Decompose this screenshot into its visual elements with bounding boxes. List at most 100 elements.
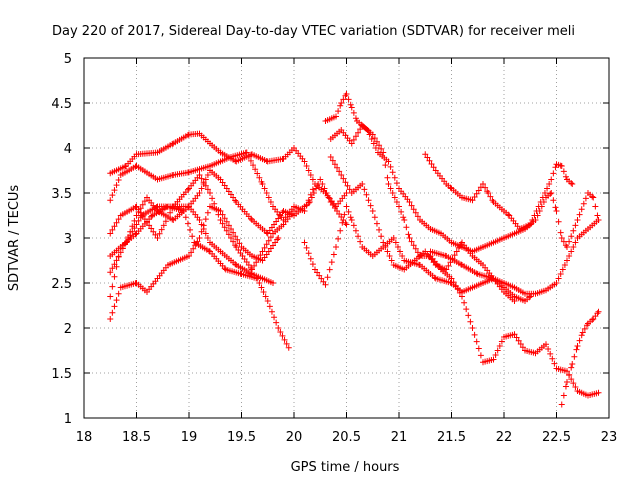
data-point xyxy=(451,252,458,259)
data-point xyxy=(496,343,503,349)
data-point xyxy=(475,345,482,352)
data-point xyxy=(469,197,476,204)
data-point xyxy=(372,145,379,151)
data-point xyxy=(223,227,230,234)
data-point xyxy=(549,355,556,362)
data-point xyxy=(548,176,555,183)
data-point xyxy=(109,283,116,290)
data-point xyxy=(338,172,345,178)
data-point xyxy=(350,222,357,229)
data-point xyxy=(184,220,191,227)
data-point xyxy=(335,235,342,242)
data-point xyxy=(355,233,362,240)
data-point xyxy=(337,102,344,109)
data-point xyxy=(336,168,343,175)
data-point xyxy=(219,220,226,227)
data-point xyxy=(328,259,335,266)
data-point xyxy=(169,141,176,148)
data-point xyxy=(359,181,366,187)
data-point xyxy=(454,286,461,293)
data-point xyxy=(109,192,116,199)
y-tick-label: 1.5 xyxy=(51,367,72,382)
data-point xyxy=(184,186,191,193)
data-point xyxy=(550,170,557,177)
data-point xyxy=(373,138,380,145)
data-point xyxy=(256,174,263,181)
data-point xyxy=(198,185,205,192)
data-point xyxy=(595,217,602,223)
data-point xyxy=(219,211,226,218)
tick-labels: 18 18.5 19 19.5 20 20.5 21 21.5 22 22.5 2311.522.5… xyxy=(51,52,617,445)
data-point xyxy=(141,198,148,205)
data-point xyxy=(543,341,549,348)
data-point xyxy=(167,209,174,216)
data-point xyxy=(115,253,122,260)
data-point xyxy=(232,233,239,240)
data-point xyxy=(580,200,587,207)
data-point xyxy=(348,217,355,223)
data-point xyxy=(221,215,228,222)
data-point xyxy=(408,238,415,245)
data-point xyxy=(113,257,120,264)
data-point xyxy=(482,184,489,191)
data-point xyxy=(447,184,454,191)
data-point xyxy=(537,199,544,205)
data-point xyxy=(204,172,211,178)
series-track-c xyxy=(107,167,350,241)
data-point xyxy=(204,186,211,193)
data-point xyxy=(590,194,597,201)
data-point xyxy=(465,312,472,319)
data-point xyxy=(275,235,282,241)
data-point xyxy=(378,233,385,240)
data-point xyxy=(368,136,375,142)
data-point xyxy=(307,191,314,198)
data-point xyxy=(202,230,209,237)
data-point xyxy=(428,161,435,168)
data-point xyxy=(401,217,408,223)
data-point xyxy=(113,263,120,270)
data-point xyxy=(380,149,387,156)
data-point xyxy=(553,208,560,214)
series-track-l xyxy=(422,151,576,232)
data-point xyxy=(357,238,364,245)
data-point xyxy=(275,325,282,331)
data-point xyxy=(314,269,321,276)
data-point xyxy=(234,236,241,243)
data-point xyxy=(573,346,580,353)
series-track-n xyxy=(558,308,602,408)
data-point xyxy=(363,191,370,198)
data-point xyxy=(473,270,480,277)
data-point xyxy=(400,214,407,221)
data-point xyxy=(389,169,396,176)
data-point xyxy=(330,251,337,258)
data-point xyxy=(589,316,596,323)
data-point xyxy=(309,176,316,183)
data-point xyxy=(369,131,376,138)
data-point xyxy=(561,262,568,268)
data-point xyxy=(348,140,355,147)
data-point xyxy=(340,175,347,182)
data-point xyxy=(186,253,192,259)
data-point xyxy=(517,341,524,348)
data-point xyxy=(111,223,118,230)
data-point xyxy=(568,248,575,255)
data-point xyxy=(547,190,554,197)
data-point xyxy=(232,261,239,268)
data-point xyxy=(158,226,165,233)
data-point xyxy=(513,334,520,341)
data-point xyxy=(574,217,581,223)
data-point xyxy=(271,314,278,321)
data-point xyxy=(113,182,120,189)
data-point xyxy=(135,208,142,215)
data-point xyxy=(385,158,392,165)
data-point xyxy=(566,253,573,259)
data-point xyxy=(572,239,579,246)
data-point xyxy=(188,249,195,256)
data-point xyxy=(426,157,433,164)
data-point xyxy=(152,231,159,238)
data-point xyxy=(352,227,359,234)
data-point xyxy=(595,389,602,396)
data-point xyxy=(562,173,569,180)
data-point xyxy=(558,235,565,241)
